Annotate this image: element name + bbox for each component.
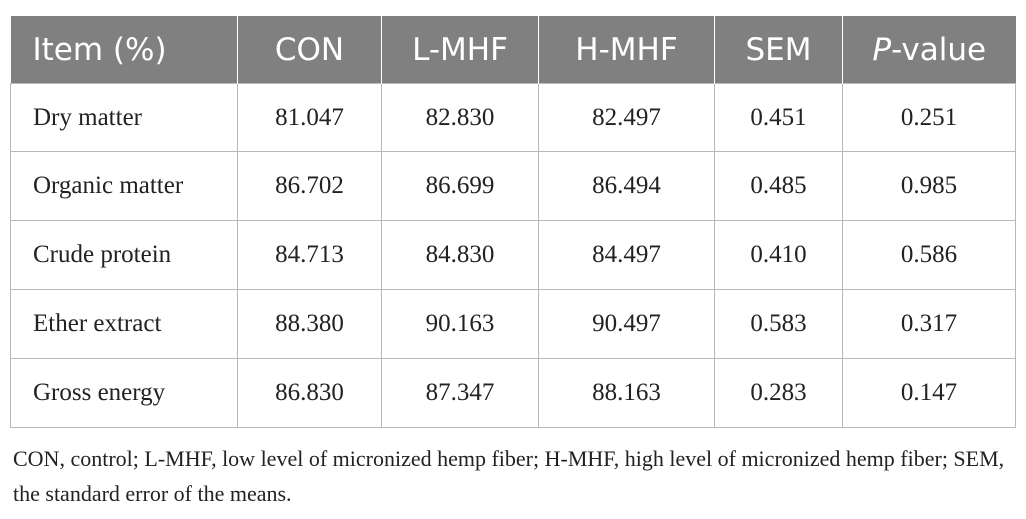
table-row: Gross energy 86.830 87.347 88.163 0.283 … — [10, 358, 1016, 428]
cell-con: 86.830 — [237, 358, 382, 428]
cell-h-mhf: 82.497 — [538, 83, 715, 152]
cell-p-value: 0.985 — [842, 151, 1016, 221]
header-p-suffix: -value — [891, 31, 987, 68]
row-item-label: Crude protein — [10, 220, 238, 290]
row-item-label: Ether extract — [10, 289, 238, 359]
table-header: Item (%) CON L-MHF H-MHF SEM P-value — [10, 16, 1016, 84]
cell-con: 84.713 — [237, 220, 382, 290]
cell-l-mhf: 90.163 — [381, 289, 539, 359]
data-table-container: Item (%) CON L-MHF H-MHF SEM P-value Dry… — [10, 16, 1016, 428]
table-body: Dry matter 81.047 82.830 82.497 0.451 0.… — [10, 83, 1016, 428]
cell-p-value: 0.251 — [842, 83, 1016, 152]
header-p-letter: P — [872, 31, 892, 68]
cell-l-mhf: 87.347 — [381, 358, 539, 428]
cell-con: 88.380 — [237, 289, 382, 359]
cell-con: 81.047 — [237, 83, 382, 152]
table-footnote: CON, control; L-MHF, low level of micron… — [13, 446, 1005, 506]
header-p-value: P-value — [842, 16, 1016, 84]
cell-sem: 0.485 — [714, 151, 843, 221]
cell-h-mhf: 88.163 — [538, 358, 715, 428]
cell-con: 86.702 — [237, 151, 382, 221]
cell-sem: 0.410 — [714, 220, 843, 290]
header-sem: SEM — [714, 16, 843, 84]
row-item-label: Organic matter — [10, 151, 238, 221]
cell-l-mhf: 84.830 — [381, 220, 539, 290]
cell-l-mhf: 86.699 — [381, 151, 539, 221]
table-row: Crude protein 84.713 84.830 84.497 0.410… — [10, 220, 1016, 290]
cell-p-value: 0.147 — [842, 358, 1016, 428]
header-h-mhf: H-MHF — [538, 16, 715, 84]
digestibility-table: Item (%) CON L-MHF H-MHF SEM P-value Dry… — [10, 16, 1016, 428]
table-row: Ether extract 88.380 90.163 90.497 0.583… — [10, 289, 1016, 359]
cell-h-mhf: 86.494 — [538, 151, 715, 221]
header-item: Item (%) — [10, 16, 238, 84]
cell-p-value: 0.317 — [842, 289, 1016, 359]
table-row: Dry matter 81.047 82.830 82.497 0.451 0.… — [10, 83, 1016, 152]
row-item-label: Gross energy — [10, 358, 238, 428]
cell-l-mhf: 82.830 — [381, 83, 539, 152]
cell-h-mhf: 90.497 — [538, 289, 715, 359]
header-con: CON — [237, 16, 382, 84]
row-item-label: Dry matter — [10, 83, 238, 152]
cell-sem: 0.283 — [714, 358, 843, 428]
header-l-mhf: L-MHF — [381, 16, 539, 84]
header-row: Item (%) CON L-MHF H-MHF SEM P-value — [10, 16, 1016, 84]
table-row: Organic matter 86.702 86.699 86.494 0.48… — [10, 151, 1016, 221]
cell-h-mhf: 84.497 — [538, 220, 715, 290]
cell-sem: 0.583 — [714, 289, 843, 359]
cell-sem: 0.451 — [714, 83, 843, 152]
cell-p-value: 0.586 — [842, 220, 1016, 290]
